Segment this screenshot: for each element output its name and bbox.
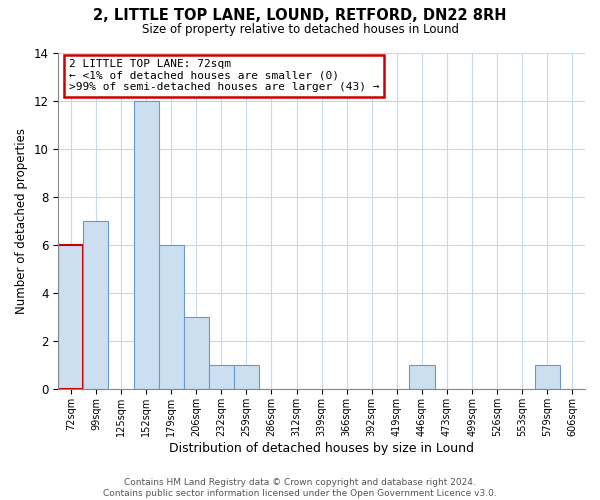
Bar <box>209 366 234 390</box>
Bar <box>234 366 259 390</box>
Y-axis label: Number of detached properties: Number of detached properties <box>15 128 28 314</box>
Bar <box>535 366 560 390</box>
Bar <box>58 245 83 390</box>
Bar <box>409 366 434 390</box>
Text: Contains HM Land Registry data © Crown copyright and database right 2024.
Contai: Contains HM Land Registry data © Crown c… <box>103 478 497 498</box>
Bar <box>134 100 158 390</box>
Bar <box>184 317 209 390</box>
Text: Size of property relative to detached houses in Lound: Size of property relative to detached ho… <box>142 22 458 36</box>
Text: 2 LITTLE TOP LANE: 72sqm
← <1% of detached houses are smaller (0)
>99% of semi-d: 2 LITTLE TOP LANE: 72sqm ← <1% of detach… <box>69 59 379 92</box>
X-axis label: Distribution of detached houses by size in Lound: Distribution of detached houses by size … <box>169 442 474 455</box>
Text: 2, LITTLE TOP LANE, LOUND, RETFORD, DN22 8RH: 2, LITTLE TOP LANE, LOUND, RETFORD, DN22… <box>93 8 507 22</box>
Bar <box>158 245 184 390</box>
Bar <box>83 221 109 390</box>
